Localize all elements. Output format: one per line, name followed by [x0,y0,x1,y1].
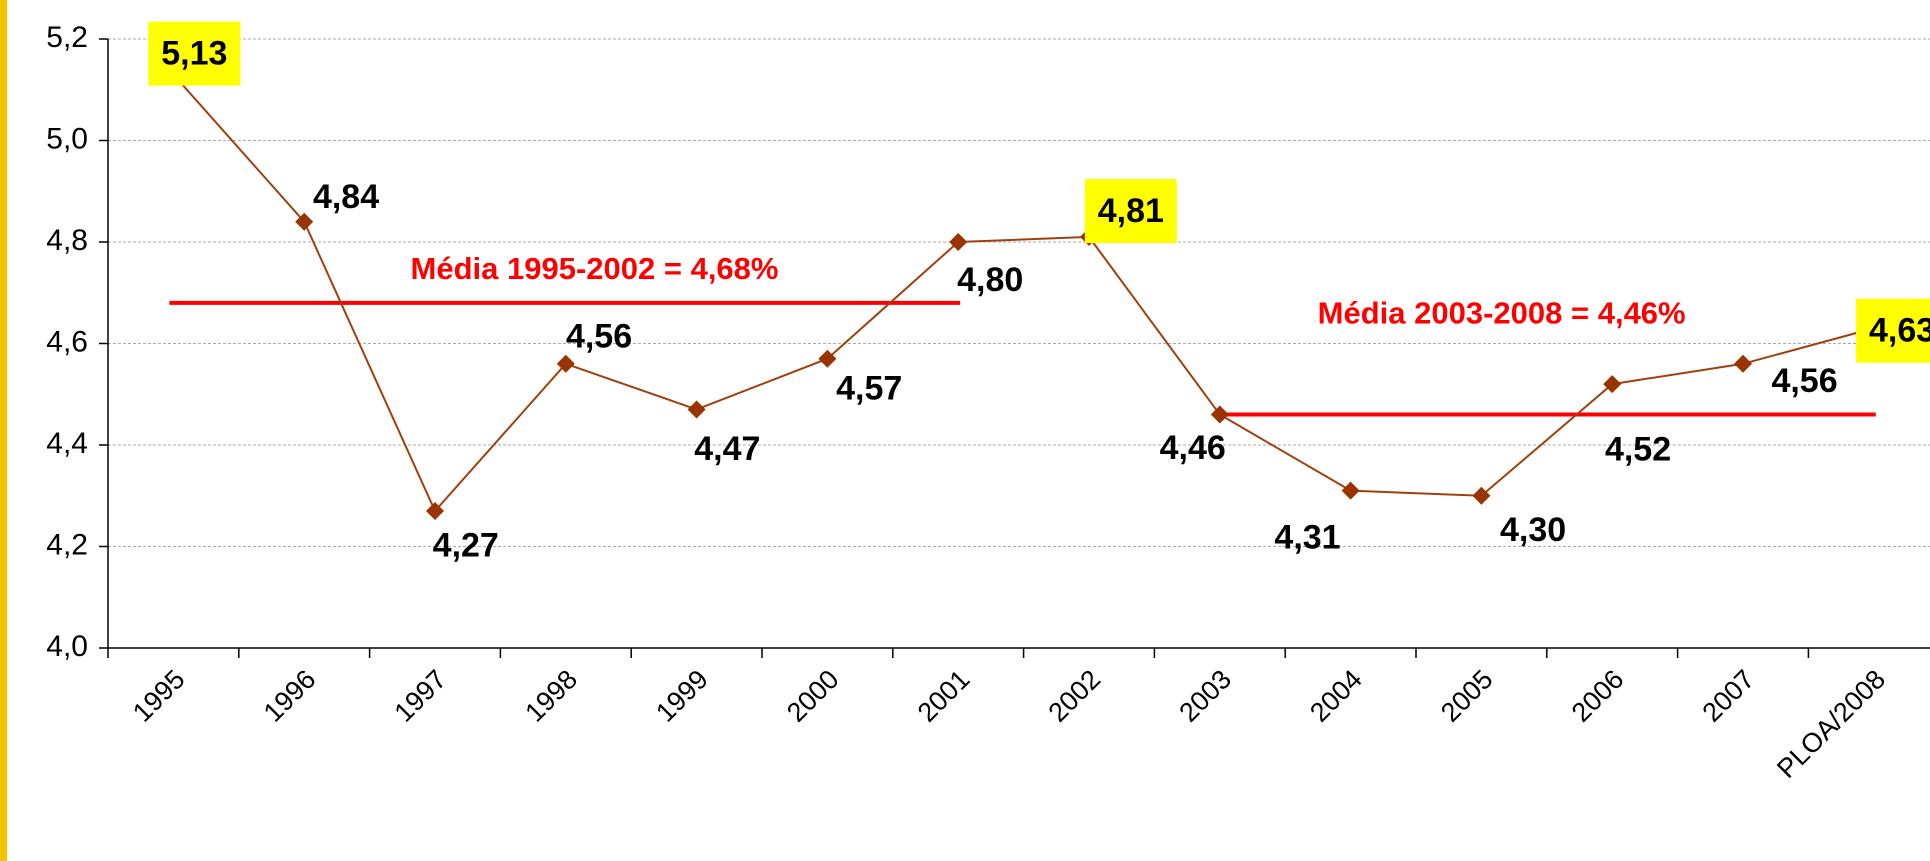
y-tick-label: 5,2 [46,21,88,54]
x-tick-label: 2005 [1435,664,1499,728]
label-highlight [148,21,241,86]
marker [687,400,706,419]
series-line [172,73,1875,513]
marker [426,501,444,520]
x-tick-label: 1998 [519,664,583,728]
data-label: 4,47 [694,430,760,468]
marker [1734,354,1752,373]
marker [818,349,837,368]
data-label: 4,30 [1500,511,1566,549]
data-label: 4,56 [566,318,632,356]
data-label: 4,31 [1274,518,1340,556]
x-tick-label: 1999 [650,664,714,728]
data-label: 4,63 [1869,312,1930,350]
data-label: 4,52 [1605,430,1671,468]
side-bar [0,0,7,861]
marker [1341,481,1360,500]
x-tick-label: PLOA/2008 [1771,664,1891,784]
x-tick-label: 2006 [1566,664,1630,728]
y-tick-label: 4,6 [46,325,88,358]
x-tick-label: 2003 [1173,664,1237,728]
marker [556,354,575,373]
x-tick-label: 1997 [389,664,453,728]
x-tick-label: 2001 [912,664,976,728]
y-tick-label: 4,2 [46,528,88,561]
data-label: 4,46 [1160,429,1226,467]
x-tick-label: 1996 [258,664,322,728]
y-tick-label: 4,8 [46,224,88,257]
x-tick-label: 2007 [1697,664,1761,728]
y-tick-label: 4,0 [46,630,88,663]
data-label: 4,84 [313,178,379,216]
data-label: 4,56 [1771,362,1837,400]
marker [1210,405,1229,424]
data-label: 5,13 [161,35,227,73]
marker [1603,375,1622,394]
data-label: 4,80 [957,261,1023,299]
x-tick-label: 2004 [1304,664,1368,728]
y-tick-label: 4,4 [46,427,88,460]
x-tick-label: 2000 [781,664,845,728]
marker [949,233,968,251]
data-label: 4,27 [433,526,499,564]
x-tick-label: 2002 [1043,664,1107,728]
y-tick-label: 5,0 [46,122,88,155]
annotation: Média 1995-2002 = 4,68% [411,251,779,286]
label-highlight [1084,179,1177,244]
data-label: 4,57 [836,369,902,407]
data-label: 4,81 [1098,192,1164,230]
x-tick-label: 1995 [127,664,191,728]
marker [295,212,314,231]
marker [1472,486,1491,505]
annotation: Média 2003-2008 = 4,46% [1318,295,1686,330]
label-highlight [1856,298,1930,363]
